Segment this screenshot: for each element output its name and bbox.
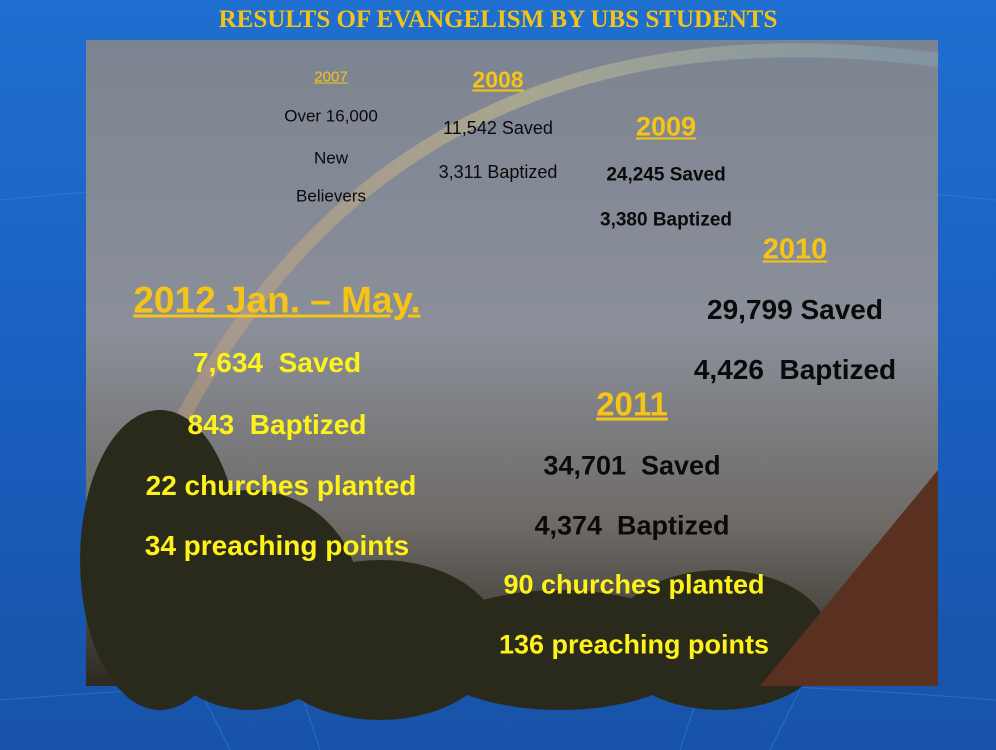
section-line: 4,426 Baptized: [694, 356, 896, 384]
section-line: Over 16,000: [284, 108, 378, 125]
section-line: 136 preaching points: [499, 632, 769, 659]
section-line: 34,701 Saved: [543, 453, 720, 480]
section-year: 2007: [314, 70, 347, 85]
section-year: 2011: [596, 388, 668, 421]
slide: RESULTS OF EVANGELISM BY UBS STUDENTS 20…: [0, 0, 996, 750]
section-line: 11,542 Saved: [443, 119, 553, 137]
section-line: 4,374 Baptized: [534, 513, 729, 540]
section-line: 22 churches planted: [146, 472, 417, 500]
section-year: 2009: [636, 114, 696, 141]
section-line: 7,634 Saved: [193, 349, 361, 377]
section-year: 2010: [763, 236, 828, 265]
section-line: 34 preaching points: [145, 532, 410, 560]
section-line: 24,245 Saved: [606, 166, 725, 185]
section-line: 29,799 Saved: [707, 296, 883, 324]
section-line: 843 Baptized: [188, 411, 367, 439]
section-line: 3,311 Baptized: [439, 163, 558, 181]
section-line: 3,380 Baptized: [600, 211, 732, 230]
section-year: 2008: [472, 69, 523, 92]
section-year: 2012 Jan. – May.: [133, 282, 420, 319]
section-line: Believers: [296, 188, 366, 205]
slide-title: RESULTS OF EVANGELISM BY UBS STUDENTS: [0, 6, 996, 34]
section-line: 90 churches planted: [503, 572, 764, 599]
section-line: New: [314, 150, 348, 167]
